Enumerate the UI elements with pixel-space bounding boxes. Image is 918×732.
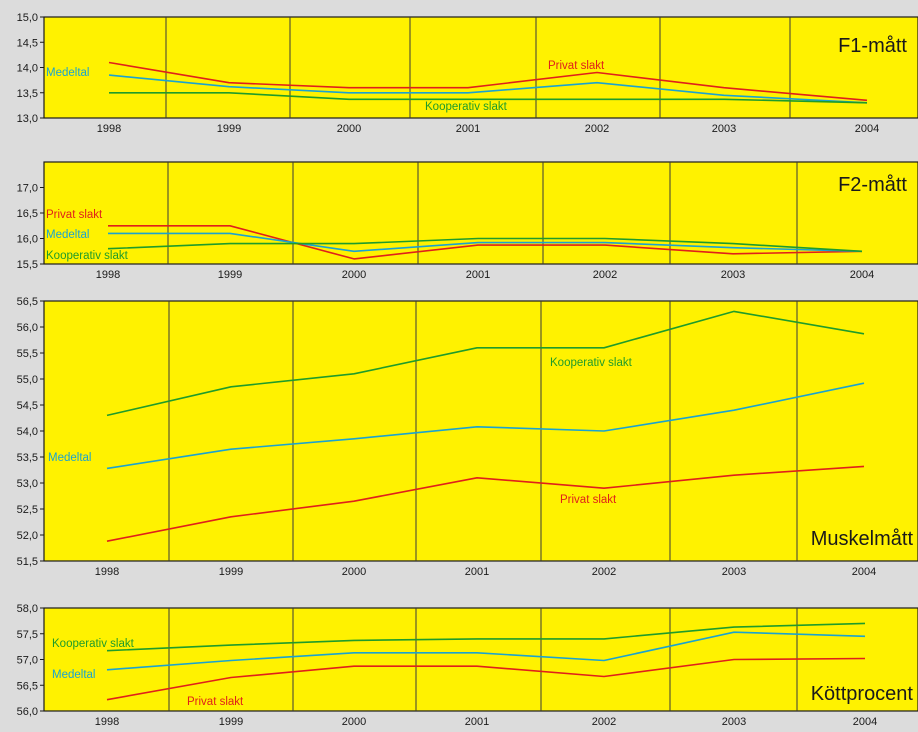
x-tick-label: 2003 <box>722 566 746 578</box>
series-label-medeltal: Medeltal <box>46 67 89 79</box>
x-tick-label: 2003 <box>712 123 736 135</box>
y-tick-label: 16,5 <box>17 208 38 220</box>
series-label-kooperativ-slakt: Kooperativ slakt <box>425 101 508 113</box>
x-tick-label: 1998 <box>95 566 119 578</box>
y-tick-label: 17,0 <box>17 183 38 195</box>
y-tick-label: 53,0 <box>17 478 38 490</box>
chart-title: Köttprocent <box>811 683 914 705</box>
x-tick-label: 1998 <box>95 716 119 728</box>
series-label-privat-slakt: Privat slakt <box>560 494 617 506</box>
y-tick-label: 56,5 <box>17 296 38 308</box>
chart-panel-f2-matt: 15,5 16,0 16,5 17,0 1998 1999 2000 2001 2002 2003… <box>17 161 918 281</box>
chart-panel-muskelmatt: 51,5 52,0 52,5 53,0 53,5 54,0 54,5 55,0 55,5 56,0… <box>17 296 918 578</box>
y-tick-label: 15,5 <box>17 259 38 271</box>
x-tick-label: 1999 <box>219 566 243 578</box>
y-tick-label: 14,0 <box>17 63 38 75</box>
y-tick-label: 52,5 <box>17 504 38 516</box>
y-tick-label: 15,0 <box>17 12 38 24</box>
x-tick-label: 2004 <box>853 716 877 728</box>
x-tick-label: 2000 <box>337 123 361 135</box>
y-tick-label: 57,0 <box>17 655 38 667</box>
series-line-privat-slakt <box>106 465 865 542</box>
chart-title: F2-mått <box>838 174 907 196</box>
series-label-kooperativ-slakt: Kooperativ slakt <box>550 357 633 369</box>
series-line-kooperativ-slakt <box>109 92 868 104</box>
y-tick-label: 51,5 <box>17 556 38 568</box>
x-tick-label: 1999 <box>217 123 241 135</box>
chart-panel-f1-matt: 13,0 13,5 14,0 14,5 15,0 1998 1999 2000 2001 2002… <box>17 12 918 135</box>
x-tick-label: 2001 <box>465 716 489 728</box>
x-tick-label: 1998 <box>96 269 120 281</box>
x-tick-label: 2000 <box>342 566 366 578</box>
x-tick-label: 2002 <box>585 123 609 135</box>
y-tick-label: 14,5 <box>17 37 38 49</box>
y-tick-label: 13,0 <box>17 113 38 125</box>
series-line-kooperativ-slakt <box>106 622 866 652</box>
series-label-medeltal: Medeltal <box>48 452 91 464</box>
series-line-kooperativ-slakt <box>106 310 865 417</box>
x-tick-label: 1998 <box>97 123 121 135</box>
x-tick-label: 2001 <box>466 269 490 281</box>
y-tick-label: 16,0 <box>17 234 38 246</box>
y-tick-label: 55,0 <box>17 374 38 386</box>
series-line-privat-slakt <box>108 225 863 260</box>
x-tick-label: 2003 <box>722 716 746 728</box>
y-tick-label: 56,0 <box>17 322 38 334</box>
series-label-privat-slakt: Privat slakt <box>46 209 103 221</box>
series-label-privat-slakt: Privat slakt <box>548 60 605 72</box>
x-tick-label: 2003 <box>721 269 745 281</box>
y-tick-label: 58,0 <box>17 603 38 615</box>
series-line-medeltal <box>108 74 868 104</box>
y-tick-label: 57,5 <box>17 629 38 641</box>
y-tick-label: 13,5 <box>17 88 38 100</box>
x-tick-label: 2002 <box>593 269 617 281</box>
series-label-kooperativ-slakt: Kooperativ slakt <box>52 638 135 650</box>
y-tick-label: 54,0 <box>17 426 38 438</box>
series-line-privat-slakt <box>108 61 868 102</box>
y-tick-label: 55,5 <box>17 348 38 360</box>
x-tick-label: 2000 <box>342 716 366 728</box>
series-line-medeltal <box>106 631 866 671</box>
series-line-privat-slakt <box>106 657 866 701</box>
y-tick-label: 56,0 <box>17 706 38 718</box>
series-label-privat-slakt: Privat slakt <box>187 696 244 708</box>
chart-panel-kottprocent: 56,0 56,5 57,0 57,5 58,0 1998 1999 2000 2001 2002… <box>17 603 918 728</box>
series-label-kooperativ-slakt: Kooperativ slakt <box>46 250 129 262</box>
y-tick-label: 56,5 <box>17 680 38 692</box>
y-tick-label: 52,0 <box>17 530 38 542</box>
x-tick-label: 2004 <box>850 269 874 281</box>
series-line-medeltal <box>106 382 865 470</box>
series-line-medeltal <box>108 232 863 253</box>
chart-title: F1-mått <box>838 35 907 57</box>
plot-area <box>43 300 918 562</box>
plot-area <box>43 161 918 265</box>
x-tick-label: 2002 <box>592 566 616 578</box>
x-tick-label: 2001 <box>456 123 480 135</box>
series-label-medeltal: Medeltal <box>52 669 95 681</box>
y-tick-label: 54,5 <box>17 400 38 412</box>
chart-title: Muskelmått <box>811 528 914 550</box>
x-tick-label: 2000 <box>342 269 366 281</box>
series-line-kooperativ-slakt <box>107 237 863 253</box>
y-tick-label: 53,5 <box>17 452 38 464</box>
x-tick-label: 2004 <box>855 123 879 135</box>
series-label-medeltal: Medeltal <box>46 229 89 241</box>
x-tick-label: 2001 <box>465 566 489 578</box>
x-tick-label: 1999 <box>219 716 243 728</box>
x-tick-label: 2002 <box>592 716 616 728</box>
x-tick-label: 1999 <box>218 269 242 281</box>
x-tick-label: 2004 <box>852 566 876 578</box>
